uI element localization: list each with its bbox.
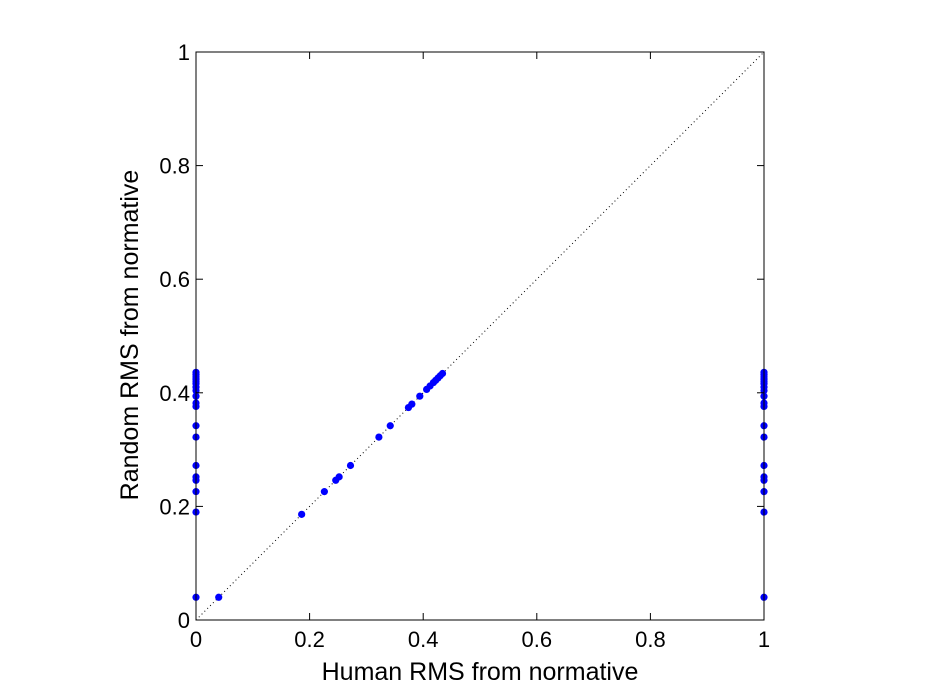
y-tick-label: 0.4	[159, 381, 190, 406]
data-points	[192, 368, 768, 601]
data-point	[408, 400, 416, 408]
x-tick-label: 0	[190, 627, 202, 652]
data-point	[215, 593, 223, 601]
diagonal-reference-line	[195, 51, 765, 621]
data-point	[320, 488, 328, 496]
y-tick-label: 0.8	[159, 154, 190, 179]
y-tick-label: 0.6	[159, 267, 190, 292]
plot-axes-box	[195, 51, 765, 621]
x-tick-label: 0.2	[294, 627, 325, 652]
x-tick-label: 1	[758, 627, 770, 652]
y-tick-label: 1	[178, 40, 190, 65]
x-tick-label: 0.4	[408, 627, 439, 652]
y-tick-label: 0	[178, 608, 190, 633]
x-axis-label: Human RMS from normative	[322, 658, 639, 686]
data-point	[438, 369, 447, 378]
data-point	[346, 461, 355, 470]
data-point	[386, 422, 394, 430]
axis-ticks: 0 0.2 0.4 0.6 0.8 1 0 0.2 0.4 0.6 0.8 1	[159, 40, 770, 652]
data-point	[416, 392, 424, 400]
y-axis-label: Random RMS from normative	[116, 170, 144, 501]
data-point	[335, 473, 343, 481]
data-point	[298, 510, 306, 518]
x-tick-label: 0.6	[522, 627, 553, 652]
y-tick-label: 0.2	[159, 494, 190, 519]
data-point	[375, 433, 383, 441]
x-tick-label: 0.8	[635, 627, 666, 652]
